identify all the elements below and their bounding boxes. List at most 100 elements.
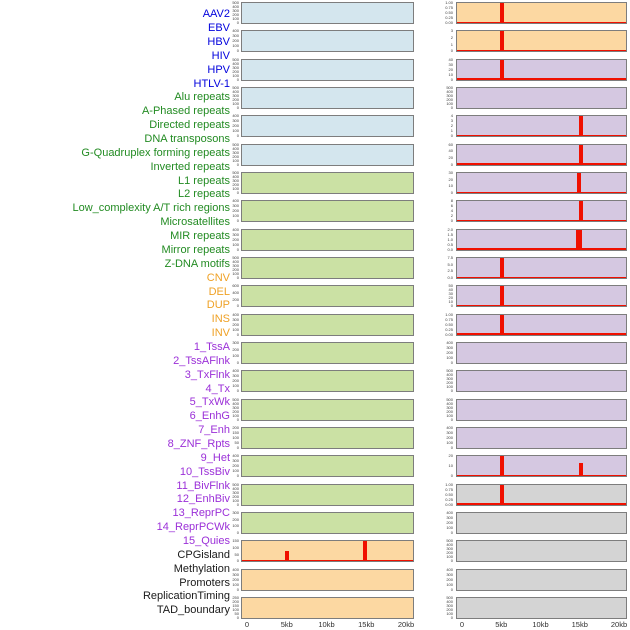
y-tick-label: 0 (236, 274, 239, 280)
panel-2_TssAFlnk (456, 86, 627, 109)
y-tick-label: 500 (232, 481, 239, 487)
y-tick-label: 500 (232, 84, 239, 90)
coverage-spike (500, 257, 505, 278)
y-tick-label: 0.0 (447, 274, 453, 280)
x-tick-label: 20kb (610, 620, 628, 629)
y-tick-label: 50 (234, 610, 239, 616)
panel-DNA transposons (241, 256, 414, 279)
y-tick-label: 200 (446, 434, 453, 440)
panel-HBV (241, 58, 414, 81)
coverage-baseline (457, 49, 626, 52)
y-tick-label: 100 (232, 128, 239, 134)
y-tick-label: 7.5 (447, 254, 453, 260)
y-tick-label: 400 (232, 566, 239, 572)
y-tick-label: 200 (446, 349, 453, 355)
y-tick-label: 300 (232, 489, 239, 495)
y-tick-label: 0 (450, 133, 453, 139)
y-tick-label: 0.50 (445, 491, 453, 497)
y-tick-label: 0 (450, 416, 453, 422)
y-tick-label: 1.0 (447, 236, 453, 242)
panel-Directed repeats (241, 228, 414, 251)
y-tick-label: 100 (446, 412, 453, 418)
feature-label-10_TssBiv: 10_TssBiv (179, 465, 230, 478)
y-tick-label: 400 (232, 485, 239, 491)
x-tick-label: 5kb (280, 620, 293, 629)
y-tick-label: 100 (446, 384, 453, 390)
y-tick-label: 400 (232, 4, 239, 9)
y-tick-label: 30 (448, 61, 453, 67)
y-tick-label: 400 (232, 258, 239, 264)
panel-4_Tx (456, 143, 627, 166)
y-tick-label: 200 (232, 96, 239, 102)
feature-label-1_TssA: 1_TssA (193, 340, 230, 353)
panel-ReplicationTiming (456, 568, 627, 591)
y-tick-label: 0 (236, 20, 239, 25)
coverage-spike (500, 314, 505, 335)
y-tick-label: 200 (232, 516, 239, 522)
x-tick-label: 0 (244, 620, 250, 629)
panel-Methylation (456, 511, 627, 534)
panel-9_Het (456, 285, 627, 308)
y-tick-label: 300 (446, 602, 453, 608)
y-tick-label: 150 (232, 429, 239, 435)
coverage-baseline (457, 78, 626, 80)
y-tick-label: 0 (450, 161, 453, 167)
x-tick-label: 10kb (532, 620, 549, 629)
coverage-baseline (457, 134, 626, 137)
panel-HIV (241, 86, 414, 109)
y-tick-label: 100 (232, 497, 239, 503)
feature-label-INV: INV (211, 327, 230, 340)
feature-label-Directed repeats: Directed repeats (149, 119, 230, 132)
feature-label-MIR repeats: MIR repeats (170, 230, 230, 243)
y-tick-label: 400 (232, 88, 239, 94)
y-tick-label: 2.0 (447, 226, 453, 232)
y-tick-label: 0 (236, 189, 239, 195)
y-tick-label: 200 (232, 153, 239, 159)
y-tick-label: 4 (450, 113, 453, 119)
y-tick-label: 1 (450, 128, 453, 134)
y-tick-label: 0 (450, 48, 453, 54)
feature-label-Methylation: Methylation (173, 562, 230, 575)
y-tick-label: 100 (446, 524, 453, 530)
y-tick-label: 400 (446, 509, 453, 515)
feature-label-5_TxWk: 5_TxWk (189, 396, 230, 409)
feature-label-6_EnhG: 6_EnhG (189, 410, 230, 423)
y-tick-label: 200 (446, 606, 453, 612)
x-tick-label: 20kb (397, 620, 415, 629)
y-tick-label: 100 (232, 270, 239, 276)
y-tick-label: 500 (232, 254, 239, 260)
y-tick-label: 400 (232, 311, 239, 317)
y-tick-label: 500 (232, 141, 239, 147)
y-tick-label: 0 (236, 614, 239, 620)
panel-Alu repeats (241, 171, 414, 194)
y-tick-label: 100 (232, 185, 239, 191)
y-tick-label: 200 (446, 576, 453, 582)
y-tick-label: 100 (446, 581, 453, 587)
y-tick-label: 100 (232, 383, 239, 389)
coverage-baseline (457, 248, 626, 250)
y-tick-label: 0 (450, 614, 453, 620)
y-tick-label: 200 (232, 463, 239, 469)
y-tick-label: 400 (446, 400, 453, 406)
coverage-spike (362, 541, 367, 562)
y-tick-label: 300 (232, 118, 239, 124)
y-tick-label: 200 (446, 550, 453, 556)
y-tick-label: 200 (232, 346, 239, 352)
y-tick-label: 500 (232, 396, 239, 402)
y-tick-label: 50 (234, 439, 239, 445)
y-tick-label: 0 (236, 388, 239, 394)
y-tick-label: 100 (232, 241, 239, 247)
y-tick-label: 0 (236, 331, 239, 337)
y-tick-label: 100 (232, 544, 239, 550)
y-tick-label: 150 (232, 538, 239, 544)
y-tick-label: 200 (232, 38, 239, 44)
y-tick-label: 0 (450, 388, 453, 394)
y-tick-label: 0 (236, 558, 239, 564)
y-tick-label: 400 (232, 28, 239, 34)
feature-label-Inverted repeats: Inverted repeats (150, 160, 231, 173)
y-tick-label: 40 (448, 56, 453, 62)
y-tick-label: 500 (446, 84, 453, 90)
y-tick-label: 0 (236, 416, 239, 422)
y-tick-label: 400 (232, 226, 239, 232)
coverage-spike (577, 172, 582, 193)
